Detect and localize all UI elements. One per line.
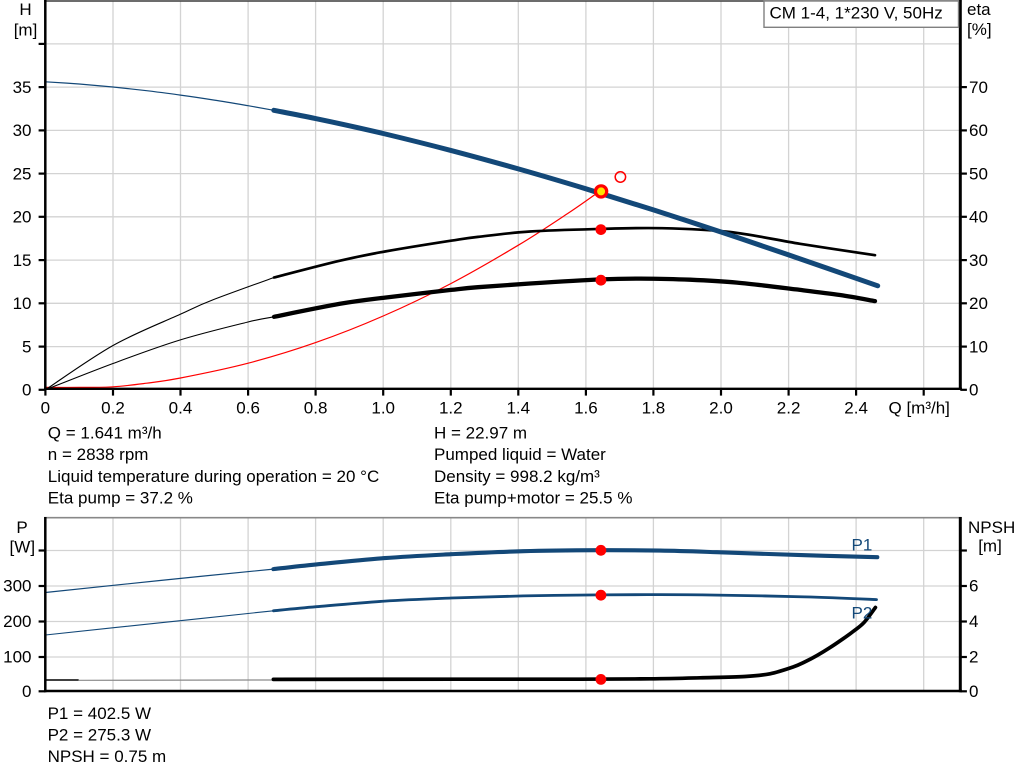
svg-text:200: 200 xyxy=(3,612,31,631)
svg-text:H = 22.97 m: H = 22.97 m xyxy=(434,423,527,442)
svg-text:35: 35 xyxy=(13,78,32,97)
svg-text:0: 0 xyxy=(969,381,978,400)
svg-text:0: 0 xyxy=(41,398,50,417)
svg-text:4: 4 xyxy=(969,612,978,631)
svg-text:30: 30 xyxy=(969,251,988,270)
svg-text:1.6: 1.6 xyxy=(574,398,598,417)
svg-text:[m]: [m] xyxy=(14,21,38,40)
svg-text:0: 0 xyxy=(969,682,978,701)
svg-text:[m]: [m] xyxy=(978,537,1002,556)
svg-text:P: P xyxy=(16,518,27,537)
svg-text:P1 = 402.5 W: P1 = 402.5 W xyxy=(48,704,151,723)
svg-text:2.2: 2.2 xyxy=(777,398,801,417)
svg-text:20: 20 xyxy=(13,208,32,227)
svg-text:0.4: 0.4 xyxy=(169,398,193,417)
svg-text:NPSH: NPSH xyxy=(968,518,1015,537)
svg-text:CM 1-4, 1*230 V, 50Hz: CM 1-4, 1*230 V, 50Hz xyxy=(770,4,943,23)
svg-text:0.2: 0.2 xyxy=(101,398,125,417)
svg-text:0.8: 0.8 xyxy=(304,398,328,417)
svg-text:Eta pump = 37.2 %: Eta pump = 37.2 % xyxy=(48,489,193,508)
svg-text:6: 6 xyxy=(969,577,978,596)
svg-text:60: 60 xyxy=(969,121,988,140)
svg-text:20: 20 xyxy=(969,294,988,313)
svg-text:0.6: 0.6 xyxy=(236,398,260,417)
svg-text:1.2: 1.2 xyxy=(439,398,463,417)
svg-text:70: 70 xyxy=(969,78,988,97)
svg-text:1.4: 1.4 xyxy=(506,398,530,417)
svg-text:15: 15 xyxy=(13,251,32,270)
svg-text:Q [m³/h]: Q [m³/h] xyxy=(889,398,950,417)
svg-text:P2 = 275.3 W: P2 = 275.3 W xyxy=(48,726,151,745)
svg-text:Density = 998.2 kg/m³: Density = 998.2 kg/m³ xyxy=(434,467,600,486)
svg-text:300: 300 xyxy=(3,577,31,596)
svg-text:30: 30 xyxy=(13,121,32,140)
svg-text:2: 2 xyxy=(969,648,978,667)
svg-text:2.0: 2.0 xyxy=(709,398,733,417)
svg-text:P2: P2 xyxy=(852,604,873,623)
svg-text:Q = 1.641 m³/h: Q = 1.641 m³/h xyxy=(48,423,162,442)
svg-text:10: 10 xyxy=(13,294,32,313)
svg-text:1.0: 1.0 xyxy=(371,398,395,417)
svg-text:Liquid temperature during oper: Liquid temperature during operation = 20… xyxy=(48,467,379,486)
svg-text:eta: eta xyxy=(967,0,991,19)
svg-text:[W]: [W] xyxy=(10,537,36,556)
svg-text:25: 25 xyxy=(13,164,32,183)
svg-text:40: 40 xyxy=(969,208,988,227)
svg-text:P1: P1 xyxy=(852,535,873,554)
svg-text:0: 0 xyxy=(22,381,31,400)
svg-text:n = 2838 rpm: n = 2838 rpm xyxy=(48,445,149,464)
svg-text:[%]: [%] xyxy=(967,20,992,39)
svg-text:NPSH = 0.75 m: NPSH = 0.75 m xyxy=(48,747,167,766)
svg-text:0: 0 xyxy=(22,682,31,701)
svg-text:Pumped liquid = Water: Pumped liquid = Water xyxy=(434,445,606,464)
svg-text:1.8: 1.8 xyxy=(642,398,666,417)
svg-text:Eta pump+motor = 25.5 %: Eta pump+motor = 25.5 % xyxy=(434,489,632,508)
svg-text:100: 100 xyxy=(3,648,31,667)
svg-text:5: 5 xyxy=(22,337,31,356)
svg-text:50: 50 xyxy=(969,164,988,183)
svg-text:2.4: 2.4 xyxy=(844,398,868,417)
svg-text:H: H xyxy=(19,0,31,19)
svg-text:10: 10 xyxy=(969,337,988,356)
